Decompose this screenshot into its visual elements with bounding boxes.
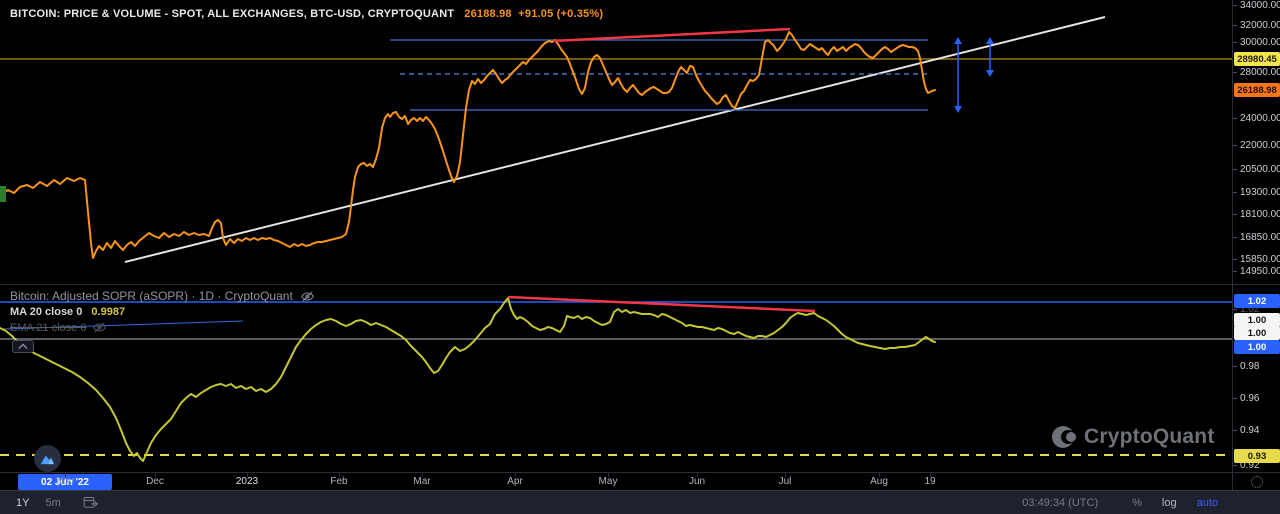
eye-off-icon[interactable] bbox=[92, 321, 107, 334]
cryptoquant-watermark: CryptoQuant bbox=[1052, 425, 1215, 449]
time-label: Nov bbox=[56, 476, 74, 487]
cryptoquant-logo-icon bbox=[1052, 425, 1076, 449]
ema-label[interactable]: EMA 21 close 0 bbox=[10, 322, 86, 334]
clock-utc[interactable]: 03:49:34 (UTC) bbox=[1022, 497, 1098, 509]
time-label: Aug bbox=[870, 476, 888, 487]
axis-price-badge: 0.93 bbox=[1234, 449, 1280, 463]
eye-off-icon[interactable] bbox=[300, 290, 315, 303]
axis-price-badge: 1.00 bbox=[1234, 340, 1280, 354]
axis-tick-label: 0.98 bbox=[1233, 361, 1280, 373]
axis-price-badge: 26188.98 bbox=[1234, 83, 1280, 97]
axis-price-badge: 1.00 bbox=[1234, 326, 1280, 340]
axis-tick-label: 0.94 bbox=[1233, 425, 1280, 437]
axis-tick-label: 22000.00 bbox=[1233, 140, 1280, 152]
axis-tick-label: 15850.00 bbox=[1233, 254, 1280, 266]
axis-tick-label: 14950.00 bbox=[1233, 266, 1280, 278]
axis-tick-label: 19300.00 bbox=[1233, 187, 1280, 199]
time-label: Jul bbox=[779, 476, 792, 487]
axis-tick-label: 0.96 bbox=[1233, 393, 1280, 405]
chart-canvas[interactable] bbox=[0, 0, 1232, 472]
time-label: Mar bbox=[413, 476, 430, 487]
btc-price-line bbox=[0, 32, 935, 258]
axis-settings-corner[interactable] bbox=[1232, 472, 1280, 490]
left-edge-event-marker bbox=[0, 186, 6, 202]
watermark-text: CryptoQuant bbox=[1084, 425, 1215, 449]
go-to-date-icon[interactable] bbox=[83, 495, 98, 512]
time-label: Jun bbox=[689, 476, 705, 487]
time-label: Apr bbox=[507, 476, 523, 487]
time-label: 2023 bbox=[236, 476, 258, 487]
time-label: 19 bbox=[924, 476, 935, 487]
last-price: 26188.98 bbox=[464, 8, 511, 20]
axis-tick-label: 24000.00 bbox=[1233, 113, 1280, 125]
axis-tick-label: 16850.00 bbox=[1233, 232, 1280, 244]
axis-tick-label: 30000.00 bbox=[1233, 37, 1280, 49]
mountain-chart-icon bbox=[39, 452, 56, 466]
indicator-legend: Bitcoin: Adjusted SOPR (aSOPR) · 1D · Cr… bbox=[10, 289, 315, 334]
chevron-up-icon bbox=[18, 343, 28, 350]
axis-price-badge: 1.00 bbox=[1234, 313, 1280, 327]
red-trendline-top[interactable] bbox=[553, 29, 790, 41]
auto-scale-button[interactable]: auto bbox=[1197, 497, 1218, 509]
axis-tick-label: 20500.00 bbox=[1233, 164, 1280, 176]
theme-sun-icon[interactable] bbox=[1251, 476, 1263, 488]
bottom-toolbar: 1Y 5m 03:49:34 (UTC) % log auto bbox=[0, 490, 1280, 514]
measure-arrow-1[interactable] bbox=[986, 37, 994, 77]
collapse-pane-button[interactable] bbox=[12, 340, 34, 353]
pane-logo-button[interactable] bbox=[34, 445, 61, 472]
chart-svg[interactable] bbox=[0, 0, 1232, 472]
axis-price-badge: 1.02 bbox=[1234, 294, 1280, 308]
log-scale-button[interactable]: log bbox=[1162, 497, 1177, 509]
chart-app: BITCOIN: PRICE & VOLUME - SPOT, ALL EXCH… bbox=[0, 0, 1280, 514]
range-1y-button[interactable]: 1Y bbox=[16, 497, 29, 509]
time-label: Dec bbox=[146, 476, 164, 487]
axis-tick-label: 28000.00 bbox=[1233, 67, 1280, 79]
symbol-legend[interactable]: BITCOIN: PRICE & VOLUME - SPOT, ALL EXCH… bbox=[10, 8, 603, 20]
axis-tick-label: 32000.00 bbox=[1233, 20, 1280, 32]
price-axis[interactable]: 34000.00 32000.00 30000.00 28000.00 24000.00… bbox=[1232, 0, 1280, 472]
axis-tick-label: 18100.00 bbox=[1233, 209, 1280, 221]
time-axis[interactable]: 02 Jun '22 NovDec2023FebMarAprMayJunJulA… bbox=[0, 472, 1280, 490]
price-change: +91.05 (+0.35%) bbox=[518, 8, 603, 20]
interval-5m-button[interactable]: 5m bbox=[45, 497, 60, 509]
time-label: May bbox=[599, 476, 618, 487]
axis-tick-label: 34000.00 bbox=[1233, 0, 1280, 12]
red-trendline-sopr[interactable] bbox=[508, 297, 815, 311]
pane-divider[interactable] bbox=[0, 284, 1280, 285]
time-label: Feb bbox=[330, 476, 347, 487]
indicator-title[interactable]: Bitcoin: Adjusted SOPR (aSOPR) · 1D · Cr… bbox=[10, 289, 293, 303]
measure-arrow-0[interactable] bbox=[954, 37, 962, 113]
ma-value: 0.9987 bbox=[91, 306, 125, 318]
axis-price-badge: 28980.45 bbox=[1234, 52, 1280, 66]
ma-label[interactable]: MA 20 close 0 bbox=[10, 306, 82, 318]
percent-scale-button[interactable]: % bbox=[1132, 497, 1142, 509]
symbol-title: BITCOIN: PRICE & VOLUME - SPOT, ALL EXCH… bbox=[10, 8, 454, 20]
